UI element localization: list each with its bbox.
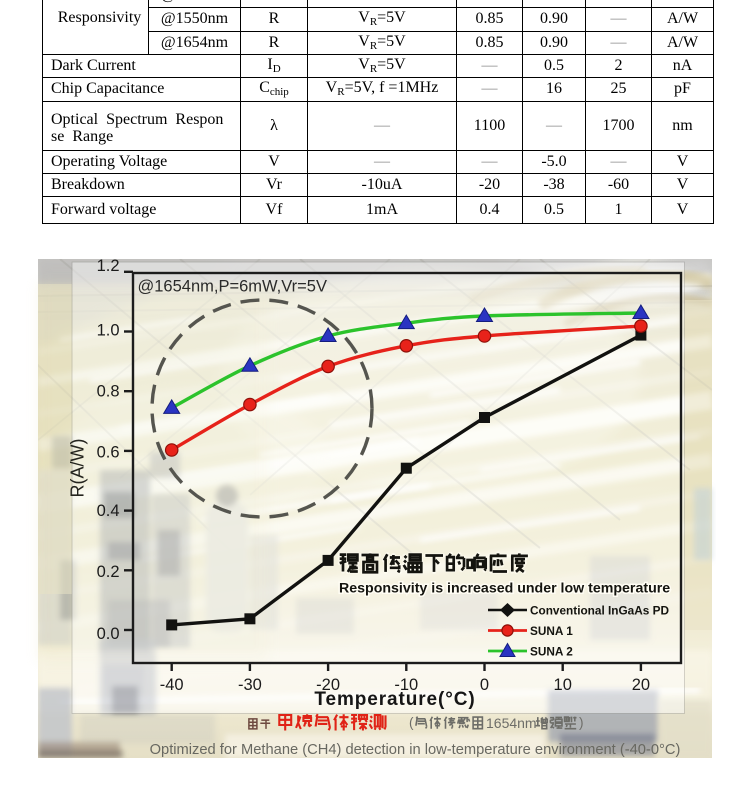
svg-text:Optimized for Methane (CH4) de: Optimized for Methane (CH4) detection in… (150, 742, 681, 758)
svg-text:@1654nm,P=6mW,Vr=5V: @1654nm,P=6mW,Vr=5V (138, 278, 327, 296)
svg-text:SUNA 2: SUNA 2 (530, 645, 573, 659)
svg-text:0: 0 (480, 676, 489, 694)
svg-text:-40: -40 (160, 676, 184, 694)
svg-text:Conventional InGaAs PD: Conventional InGaAs PD (530, 604, 669, 618)
svg-text:-30: -30 (238, 676, 262, 694)
svg-text:-20: -20 (316, 676, 340, 694)
svg-text:20: 20 (632, 676, 650, 694)
svg-text:0.6: 0.6 (97, 443, 120, 461)
svg-text:0.2: 0.2 (97, 563, 120, 581)
svg-text:Temperature(°C): Temperature(°C) (314, 689, 475, 710)
svg-text:1.0: 1.0 (97, 322, 120, 340)
svg-text:Responsivity is increased unde: Responsivity is increased under low temp… (339, 581, 670, 597)
svg-text:-10: -10 (394, 676, 418, 694)
svg-text:0.4: 0.4 (97, 502, 120, 520)
svg-text:1654nm: 1654nm (486, 715, 537, 731)
svg-text:(: ( (409, 715, 414, 730)
svg-text:0.8: 0.8 (97, 383, 120, 401)
svg-text:0.0: 0.0 (97, 625, 120, 643)
svg-text:10: 10 (554, 676, 572, 694)
svg-text:R(A/W): R(A/W) (68, 439, 88, 498)
svg-text:): ) (579, 715, 584, 730)
svg-text:SUNA 1: SUNA 1 (530, 624, 573, 638)
svg-text:1.2: 1.2 (97, 257, 120, 275)
